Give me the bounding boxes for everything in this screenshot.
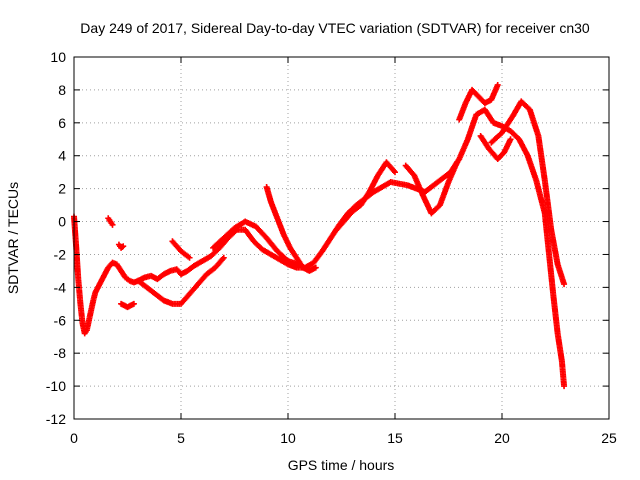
data-point xyxy=(312,264,319,271)
axis-ticks xyxy=(73,56,610,420)
data-point xyxy=(130,300,137,307)
series-main xyxy=(71,106,568,390)
series-band-13 xyxy=(332,159,398,235)
y-tick-label: -2 xyxy=(54,246,67,262)
tick-labels: 0 5 10 15 20 25 -12 -10 -8 -6 -4 -2 0 2 4 6 8 10 xyxy=(46,49,617,446)
data-point xyxy=(392,169,398,176)
x-tick-label: 15 xyxy=(387,430,403,446)
x-tick-label: 25 xyxy=(601,430,617,446)
series-branch-2 xyxy=(118,300,137,311)
series-hump-7 xyxy=(210,218,302,268)
y-axis-label: SDTVAR / TECUs xyxy=(5,182,21,294)
data-point xyxy=(507,136,514,143)
series-branch-3 xyxy=(105,215,116,228)
chart-title: Day 249 of 2017, Sidereal Day-to-day VTE… xyxy=(80,20,590,36)
y-tick-label: 8 xyxy=(58,82,66,98)
series-branch-4 xyxy=(115,241,127,251)
y-tick-label: -12 xyxy=(46,411,66,427)
series-arc-21 xyxy=(488,98,568,288)
data-point xyxy=(295,261,302,268)
data-point xyxy=(494,81,501,88)
x-tick-label: 10 xyxy=(280,430,296,446)
x-tick-label: 20 xyxy=(494,430,510,446)
y-tick-label: -10 xyxy=(46,378,66,394)
y-tick-label: 4 xyxy=(58,148,66,164)
y-tick-label: 10 xyxy=(50,49,66,65)
series-upper-19 xyxy=(456,81,501,123)
data-point xyxy=(109,221,116,228)
y-tick-label: -8 xyxy=(54,345,67,361)
series-lower-branch xyxy=(135,254,227,307)
data-point xyxy=(119,244,126,251)
data-point xyxy=(561,383,568,390)
y-tick-label: -4 xyxy=(54,279,67,295)
series-spike-9 xyxy=(263,183,319,274)
data-point xyxy=(454,159,461,166)
y-tick-label: 6 xyxy=(58,115,66,131)
data-point xyxy=(220,254,227,261)
y-tick-label: 2 xyxy=(58,181,66,197)
plot-frame xyxy=(73,56,610,420)
y-tick-label: -6 xyxy=(54,312,67,328)
data-marks xyxy=(71,81,568,390)
data-point xyxy=(561,281,568,288)
y-tick-label: 0 xyxy=(58,214,66,230)
series-branch-5 xyxy=(169,238,193,261)
data-point xyxy=(186,254,193,261)
x-tick-label: 0 xyxy=(70,430,78,446)
x-axis-label: GPS time / hours xyxy=(288,457,395,473)
data-point xyxy=(120,243,127,250)
x-tick-label: 5 xyxy=(177,430,185,446)
series-dip-20 xyxy=(477,132,514,163)
series-band-16 xyxy=(402,159,461,217)
